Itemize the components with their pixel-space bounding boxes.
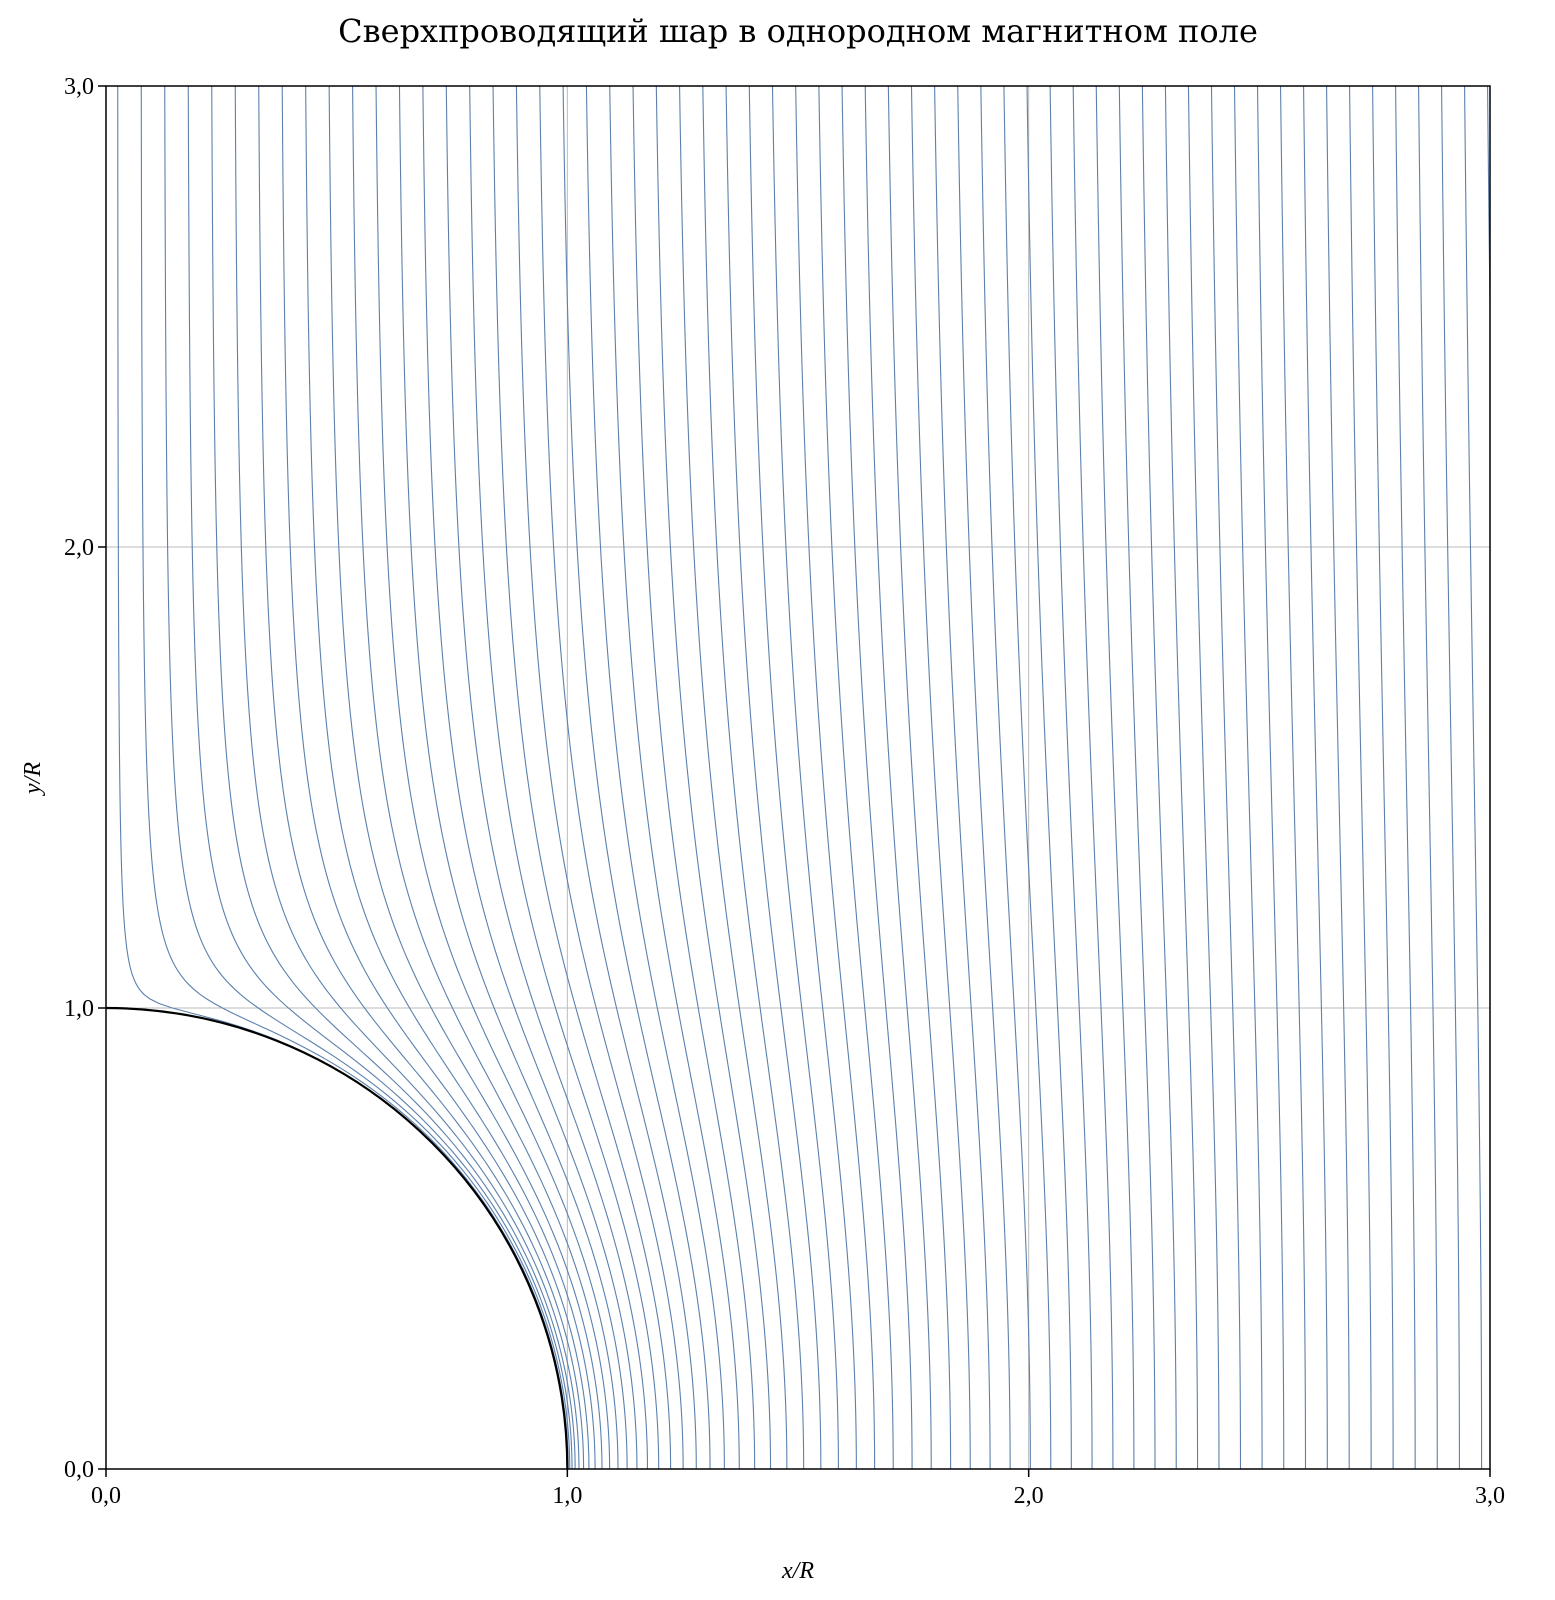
field-line [328,86,603,1469]
plot-frame [105,85,1491,1470]
chart-title: Сверхпроводящий шар в однородном магнитн… [338,12,1258,50]
field-line [258,86,585,1469]
x-tick-label: 3,0 [1475,1483,1505,1509]
field-line [1372,86,1394,1469]
field-line [469,86,660,1469]
field-line [771,86,857,1469]
field-line [887,86,952,1469]
field-line [1095,86,1135,1469]
field-line [1049,86,1093,1469]
field-line [515,86,684,1469]
axes: 0,0 1,0 2,0 3,0 0,0 1,0 2,0 3,0 [64,74,1505,1509]
field-line [281,86,590,1469]
field-line [1233,86,1263,1469]
field-line [422,86,638,1469]
field-line [1349,86,1372,1469]
y-tick-label: 2,0 [64,535,94,561]
field-line [1141,86,1177,1469]
field-line [748,86,839,1469]
field-line [957,86,1011,1469]
field-line [609,86,740,1469]
field-lines [117,86,1490,1469]
field-line [679,86,788,1469]
field-line [632,86,756,1469]
field-line [1187,86,1220,1469]
x-tick-label: 0,0 [91,1483,121,1509]
field-line [655,86,772,1469]
field-line [1464,86,1483,1469]
field-line [375,86,619,1469]
y-tick-label: 3,0 [64,74,94,100]
field-line [725,86,822,1469]
field-line [117,86,568,1469]
field-line [910,86,971,1469]
field-line [539,86,697,1469]
field-line [841,86,913,1469]
field-line [1072,86,1114,1469]
field-line [818,86,894,1469]
field-line [305,86,596,1469]
field-line [445,86,649,1469]
field-line [585,86,725,1469]
field-line [562,86,711,1469]
sphere-boundary [105,1006,569,1470]
field-line [187,86,573,1469]
x-axis-label: x/R [781,1558,814,1584]
y-tick-label: 1,0 [64,996,94,1022]
field-line [1026,86,1072,1469]
field-line [1164,86,1199,1469]
field-line [980,86,1031,1469]
x-tick-label: 1,0 [552,1483,582,1509]
field-line [934,86,991,1469]
field-line [864,86,932,1469]
field-line [702,86,805,1469]
y-axis-label: y/R [20,762,46,796]
field-line [1418,86,1438,1469]
field-line [1003,86,1052,1469]
field-line [1256,86,1285,1469]
field-line [492,86,672,1469]
field-line [211,86,576,1469]
field-line [1441,86,1460,1469]
field-line [1326,86,1350,1469]
field-line [795,86,876,1469]
field-line [352,86,611,1469]
field-line [1210,86,1242,1469]
field-line [398,86,628,1469]
y-tick-label: 0,0 [64,1457,94,1483]
field-line [164,86,571,1469]
field-line [234,86,580,1469]
field-line [1303,86,1328,1469]
field-line [1280,86,1307,1469]
field-line [1118,86,1156,1469]
field-line [1395,86,1416,1469]
x-tick-label: 2,0 [1014,1483,1044,1509]
